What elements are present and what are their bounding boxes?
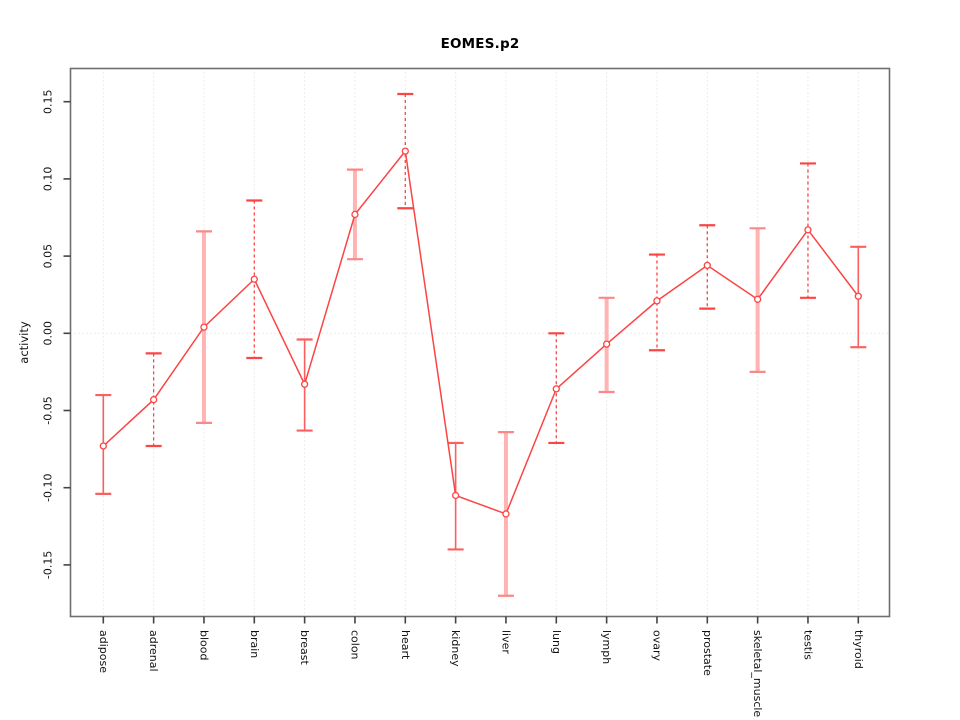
x-tick-label: heart [399,630,412,660]
data-point [401,147,409,155]
y-axis-label: activity [17,321,31,364]
x-tick-label: adipose [97,630,110,673]
x-tick-label: skeletal_muscle [751,630,764,717]
series-line [102,149,859,515]
data-point [502,510,510,518]
data-point [703,261,711,270]
data-point [653,297,661,305]
y-tick-label: 0.15 [42,89,55,114]
x-tick-label: colon [348,630,361,660]
x-tick-label: lymph [600,630,613,664]
x-tick-label: kidney [449,630,462,667]
data-point [804,226,812,234]
y-tick-label: 0.10 [42,167,55,192]
x-tick-label: breast [298,630,311,666]
x-tick-label: lung [550,630,563,654]
y-tick-label: -0.10 [42,473,55,501]
data-point [351,210,359,219]
data-point [602,340,611,348]
data-point [854,292,862,300]
x-tick-label: blood [197,630,210,660]
data-point [300,380,309,388]
data-point [99,442,107,450]
y-tick-label: 0.00 [42,321,55,346]
x-tick-label: liver [499,630,512,654]
data-point [200,323,208,331]
x-tick-label: testis [801,630,814,660]
data-point [451,491,460,500]
data-point [250,275,258,283]
data-point [552,385,560,393]
x-tick-label: adrenal [147,630,160,672]
x-tick-label: brain [248,630,261,658]
data-point [753,295,762,303]
x-tick-label: prostate [701,630,714,676]
x-tick-label: thyroid [852,630,865,669]
data-point [149,396,158,404]
y-tick-label: -0.05 [42,396,55,424]
chart-title: EOMES.p2 [440,36,520,52]
y-tick-label: 0.05 [42,244,55,269]
plot-box [69,67,891,618]
x-tick-label: ovary [650,630,663,662]
y-tick-label: -0.15 [42,551,55,579]
